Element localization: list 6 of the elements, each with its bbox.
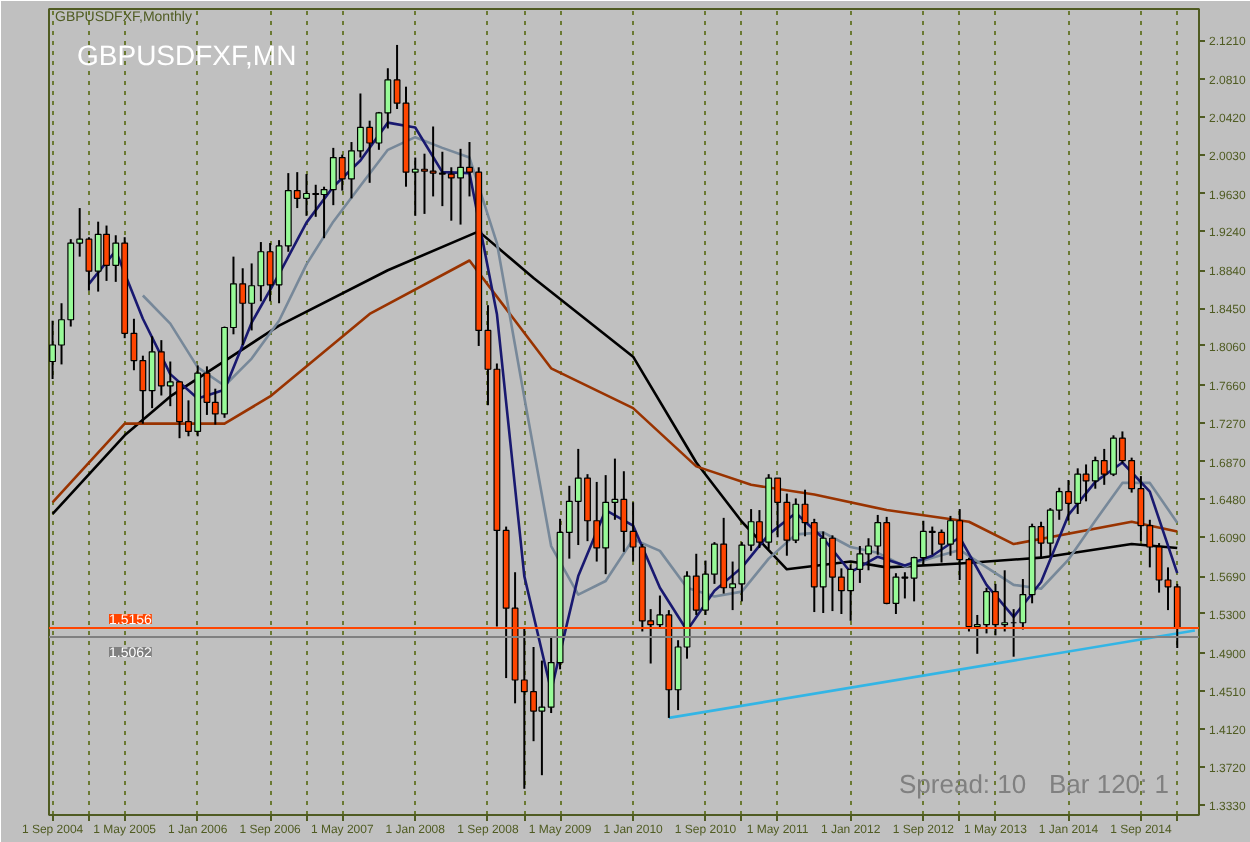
line-series — [141, 135, 1179, 598]
annotation: Spread: 10 — [899, 769, 1027, 799]
annotation: Bar 120: 1 — [1049, 769, 1169, 799]
candlestick — [49, 319, 57, 380]
line-series — [51, 259, 1179, 546]
text: GBPUSDFXF,MN — [77, 39, 297, 71]
